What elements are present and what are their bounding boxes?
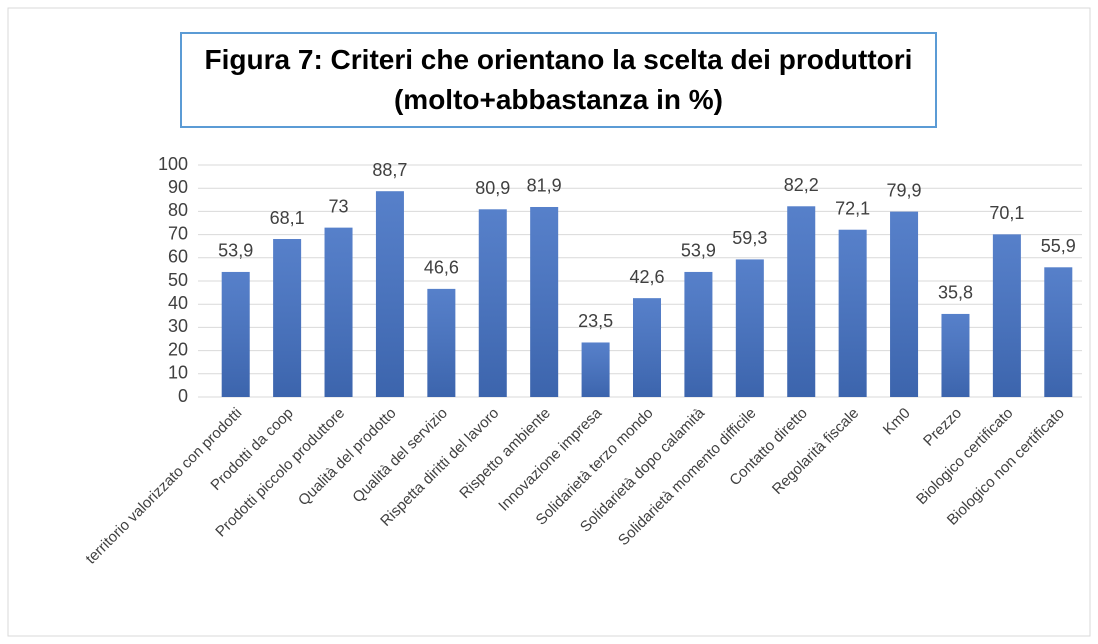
- value-label: 79,9: [887, 180, 922, 200]
- y-tick-label: 50: [168, 270, 188, 290]
- y-tick-label: 0: [178, 386, 188, 406]
- x-tick-label: Qualità del servizio: [349, 405, 451, 507]
- y-tick-label: 70: [168, 223, 188, 243]
- bar-shade: [273, 239, 302, 397]
- value-label: 80,9: [475, 178, 510, 198]
- bar-shade: [1044, 267, 1073, 397]
- value-label: 59,3: [732, 228, 767, 248]
- y-tick-label: 60: [168, 247, 188, 267]
- y-tick-label: 30: [168, 316, 188, 336]
- y-tick-label: 40: [168, 293, 188, 313]
- x-tick-label: Prezzo: [920, 405, 965, 450]
- y-tick-label: 20: [168, 339, 188, 359]
- value-label: 23,5: [578, 311, 613, 331]
- value-label: 46,6: [424, 258, 459, 278]
- value-label: 72,1: [835, 198, 870, 218]
- value-label: 81,9: [527, 176, 562, 196]
- y-tick-label: 100: [158, 154, 188, 174]
- bar-shade: [478, 209, 507, 397]
- value-label: 73: [329, 196, 349, 216]
- bar-shade: [838, 229, 867, 397]
- value-label: 53,9: [218, 241, 253, 261]
- x-tick-label: Biologico certificato: [913, 405, 1016, 508]
- value-label: 88,7: [372, 160, 407, 180]
- value-label: 68,1: [270, 208, 305, 228]
- bar-shade: [890, 211, 919, 397]
- chart-border: [7, 7, 1091, 637]
- value-label: 70,1: [989, 203, 1024, 223]
- bar-shade: [530, 206, 559, 397]
- value-label: 53,9: [681, 241, 716, 261]
- value-label: 35,8: [938, 283, 973, 303]
- y-tick-label: 80: [168, 200, 188, 220]
- bar-shade: [684, 271, 713, 397]
- value-label: 42,6: [629, 267, 664, 287]
- y-tick-label: 90: [168, 177, 188, 197]
- value-label: 82,2: [784, 175, 819, 195]
- x-tick-label: Rispetto ambiente: [456, 405, 554, 503]
- x-tick-label: Qualità del prodotto: [295, 405, 400, 510]
- x-tick-label: Km0: [880, 405, 914, 439]
- y-tick-label: 10: [168, 363, 188, 383]
- bar-shade: [992, 234, 1021, 397]
- chart-title: Figura 7: Criteri che orientano la scelt…: [180, 32, 937, 128]
- bar-shade: [735, 259, 764, 397]
- value-label: 55,9: [1041, 236, 1076, 256]
- x-tick-label: Regolarità fiscale: [769, 405, 862, 498]
- bar-shade: [221, 271, 250, 397]
- bar-shade: [941, 313, 970, 397]
- bar-shade: [324, 227, 353, 397]
- bar-shade: [787, 206, 816, 397]
- bar-shade: [375, 191, 404, 397]
- bar-shade: [581, 342, 610, 397]
- bar-shade: [633, 298, 661, 397]
- bar-shade: [427, 288, 456, 397]
